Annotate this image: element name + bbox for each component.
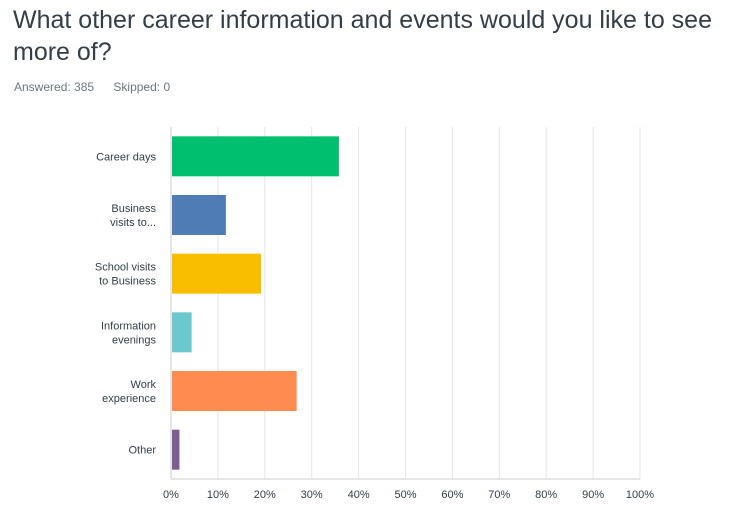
bar[interactable] — [172, 253, 262, 294]
category-label: School visits to Business — [95, 262, 157, 288]
x-tick-label: 20% — [254, 489, 276, 501]
x-tick-label: 10% — [207, 489, 229, 501]
x-tick-label: 40% — [348, 489, 370, 501]
bar[interactable] — [172, 195, 226, 235]
category-label: Other — [128, 445, 156, 457]
grid-lines — [170, 127, 641, 480]
response-stats: Answered: 385 Skipped: 0 — [14, 80, 186, 94]
x-tick-label: 90% — [582, 489, 604, 501]
x-tick-label: 70% — [488, 489, 510, 501]
skipped-count: Skipped: 0 — [113, 80, 171, 94]
category-label: Career days — [96, 151, 156, 163]
category-label: Work experience — [102, 379, 156, 405]
category-label: Information evenings — [101, 320, 157, 346]
x-tick-label: 100% — [626, 489, 654, 501]
x-tick-label: 60% — [441, 489, 463, 501]
x-tick-label: 50% — [394, 489, 416, 501]
x-tick-label: 30% — [301, 489, 323, 501]
question-title: What other career information and events… — [13, 6, 712, 66]
bar[interactable] — [172, 312, 192, 353]
bar[interactable] — [172, 136, 339, 177]
x-tick-label: 80% — [535, 489, 557, 501]
x-tick-labels: 0% 10% 20% 30% 40% 50% 60% 70% 80% 90% 100% — [163, 489, 654, 501]
answered-count: Answered: 385 — [14, 80, 95, 94]
bars — [172, 136, 339, 470]
category-labels: Career days Business visits to... School vi… — [95, 151, 157, 456]
bar[interactable] — [172, 429, 180, 470]
x-tick-label: 0% — [163, 489, 179, 501]
bar[interactable] — [172, 371, 297, 411]
category-label: Business visits to... — [110, 203, 156, 229]
